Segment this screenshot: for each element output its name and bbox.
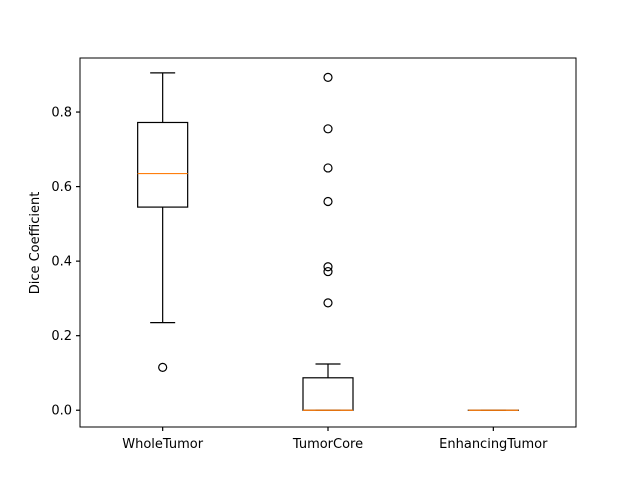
- x-tick-label: WholeTumor: [122, 437, 203, 452]
- y-tick-label: 0.6: [51, 180, 72, 195]
- y-tick-label: 0.2: [51, 329, 72, 344]
- y-tick-label: 0.4: [51, 255, 72, 270]
- outlier-point: [158, 362, 168, 372]
- outlier-point: [323, 72, 333, 82]
- outlier-point: [323, 298, 333, 308]
- box: [137, 121, 189, 208]
- axes-frame: [79, 57, 577, 428]
- y-axis-label: Dice Coefficient: [28, 192, 43, 295]
- outlier-point: [323, 163, 333, 173]
- outlier-point: [323, 262, 333, 272]
- x-tick-label: TumorCore: [292, 437, 363, 452]
- y-tick-label: 0.8: [51, 106, 72, 121]
- y-tick-label: 0.0: [51, 404, 72, 419]
- outlier-point: [323, 266, 333, 277]
- x-tick-label: EnhancingTumor: [439, 437, 548, 452]
- outlier-point: [323, 124, 333, 134]
- outlier-point: [323, 196, 333, 207]
- plot-area: WholeTumor TumorCore EnhancingTumor 0.0 0.2 0…: [51, 57, 577, 452]
